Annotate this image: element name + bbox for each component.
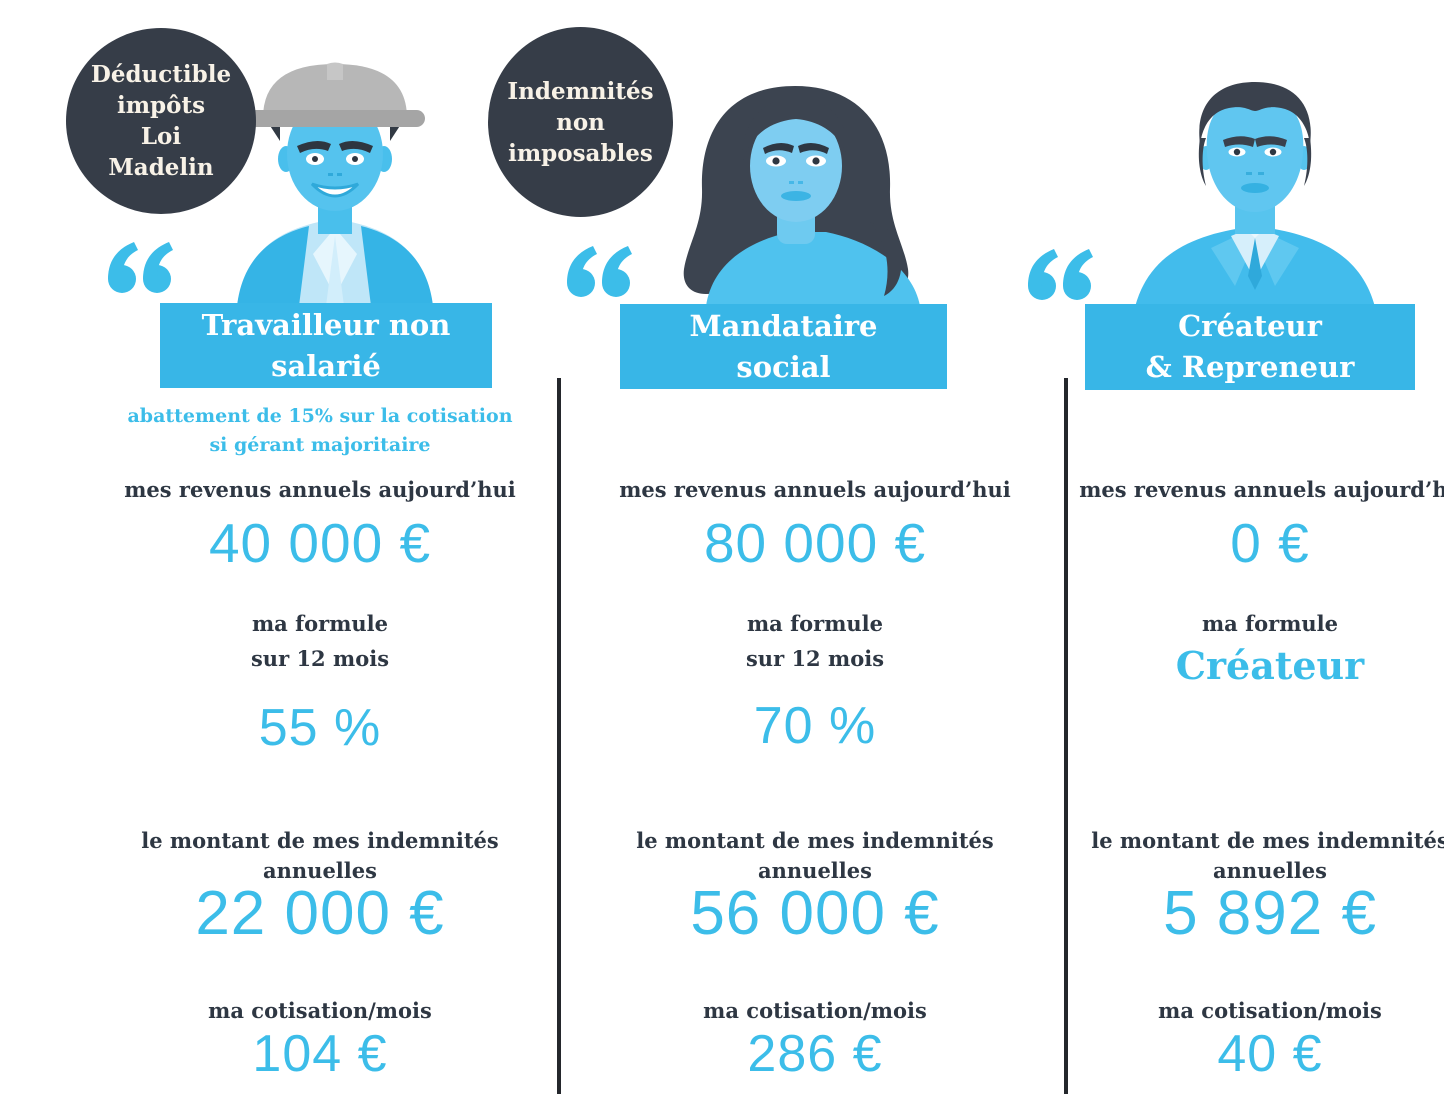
formula-label: ma formule	[746, 611, 884, 636]
revenue-value: 0 €	[1230, 512, 1310, 574]
revenue-label: mes revenus annuels aujourd’hui	[619, 477, 1011, 502]
businesswoman-avatar	[630, 84, 960, 306]
construction-worker-avatar	[185, 56, 485, 306]
indemnity-label: le montant de mes indemnités annuelles	[1091, 828, 1444, 883]
quote-icon	[107, 242, 173, 299]
quote-icon	[566, 246, 632, 303]
formula-label: ma formule	[1201, 611, 1339, 636]
column-title: Travailleur non salarié	[201, 307, 451, 383]
column-title-banner: Travailleur non salarié	[160, 303, 492, 388]
indemnity-label: le montant de mes indemnités annuelles	[636, 828, 994, 883]
indemnity-label: le montant de mes indemnités annuelles	[141, 828, 499, 883]
contribution-value: 286 €	[747, 1025, 883, 1083]
formula-value: 70 %	[753, 697, 877, 755]
column-title-banner: Mandataire social	[620, 304, 947, 389]
formula-duration: sur 12 mois	[250, 646, 390, 671]
badge-text: Indemnités non imposables	[507, 77, 654, 167]
indemnity-value: 5 892 €	[1163, 879, 1377, 948]
revenue-value: 40 000 €	[208, 512, 432, 574]
formula-value: Créateur	[1175, 643, 1365, 688]
revenue-value: 80 000 €	[703, 512, 927, 574]
badge-text: Déductible impôts Loi Madelin	[90, 61, 232, 181]
businessman-avatar	[1105, 78, 1405, 307]
contribution-label: ma cotisation/mois	[1158, 998, 1382, 1023]
tax-deductible-badge: Déductible impôts Loi Madelin	[66, 28, 256, 214]
indemnity-value: 56 000 €	[690, 879, 940, 948]
column-divider	[1064, 378, 1068, 1094]
formula-value: 55 %	[258, 699, 382, 757]
column-divider	[557, 378, 561, 1094]
column-title: Créateur & Repreneur	[1145, 309, 1355, 384]
revenue-label: mes revenus annuels aujourd’hui	[124, 477, 516, 502]
column-title-banner: Créateur & Repreneur	[1085, 304, 1415, 390]
indemnity-value: 22 000 €	[195, 879, 445, 948]
contribution-value: 40 €	[1217, 1025, 1323, 1083]
contribution-label: ma cotisation/mois	[703, 998, 927, 1023]
formula-duration: sur 12 mois	[745, 646, 885, 671]
column-title: Mandataire social	[689, 308, 878, 384]
quote-icon	[1027, 249, 1093, 306]
non-taxable-badge: Indemnités non imposables	[488, 27, 673, 217]
revenue-label: mes revenus annuels aujourd’hui	[1079, 477, 1444, 502]
contribution-label: ma cotisation/mois	[208, 998, 432, 1023]
rebate-note: abattement de 15% sur la cotisation si g…	[127, 405, 513, 456]
formula-label: ma formule	[251, 611, 389, 636]
contribution-value: 104 €	[252, 1025, 388, 1083]
